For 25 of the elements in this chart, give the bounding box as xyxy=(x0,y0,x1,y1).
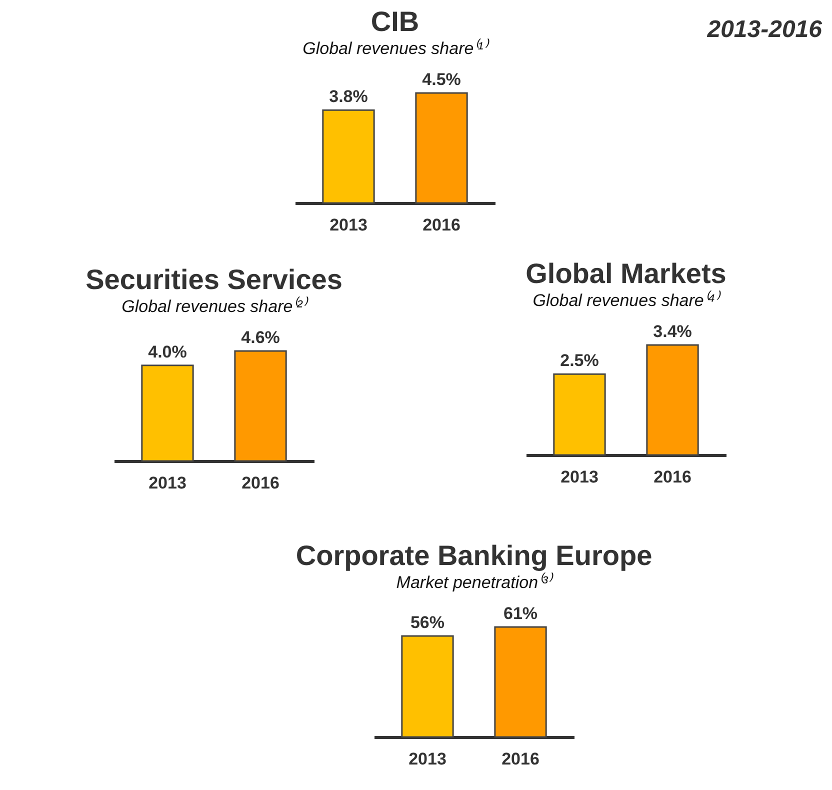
x-tick-label: 2016 xyxy=(654,468,692,486)
data-label: 56% xyxy=(410,613,445,632)
x-tick-label: 2013 xyxy=(330,216,368,234)
chart-title: Global Markets xyxy=(526,258,726,289)
chart-subtitle: Market penetration⁽³⁾ xyxy=(396,572,554,592)
data-label: 3.8% xyxy=(329,87,368,106)
x-tick-label: 2016 xyxy=(422,216,460,234)
chart-subtitle: Global revenues share⁽¹⁾ xyxy=(302,38,490,58)
x-tick-label: 2016 xyxy=(242,474,280,492)
data-label: 4.0% xyxy=(148,342,187,362)
data-label: 3.4% xyxy=(653,322,692,341)
x-tick-label: 2013 xyxy=(560,468,598,486)
chart-subtitle: Global revenues share⁽²⁾ xyxy=(122,296,308,316)
chart-title: Securities Services xyxy=(86,264,342,295)
text: 2013-2016 xyxy=(707,16,822,44)
data-label: 2.5% xyxy=(560,351,599,370)
chart-title: CIB xyxy=(370,6,420,37)
x-tick-label: 2016 xyxy=(502,750,540,768)
chart-subtitle: Global revenues share⁽⁴⁾ xyxy=(532,290,722,310)
chart-title: Corporate Banking Europe xyxy=(296,540,652,571)
x-tick-label: 2013 xyxy=(148,474,186,492)
data-label: 4.6% xyxy=(241,328,280,347)
x-tick-label: 2013 xyxy=(408,750,446,768)
data-label: 61% xyxy=(503,604,538,623)
data-label: 4.5% xyxy=(422,70,461,89)
